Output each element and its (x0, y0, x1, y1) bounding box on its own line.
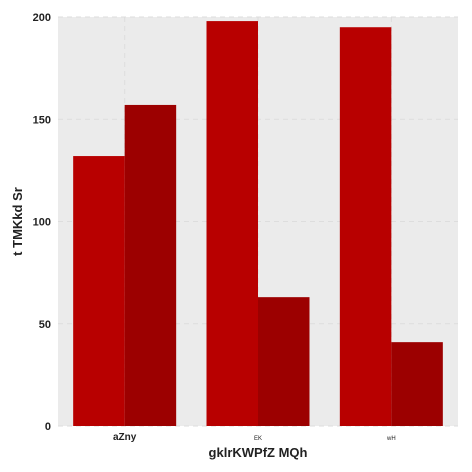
bar-wH-series-2 (391, 342, 443, 426)
y-tick-label: 200 (33, 12, 51, 24)
y-tick-label: 50 (39, 319, 51, 331)
bar-aZny-series-2 (124, 104, 177, 426)
y-axis-label: t TMKkd Sr (10, 187, 25, 256)
x-tick-label: aZny (113, 432, 137, 443)
x-tick-label: EK (254, 436, 262, 442)
bar-EK-series-2 (258, 297, 310, 426)
y-tick-label: 150 (33, 114, 51, 126)
bar-wH-series-1 (339, 27, 392, 426)
bar-EK-series-1 (206, 21, 258, 427)
x-axis-label: gklrKWPfZ MQh (209, 445, 308, 460)
x-axis-ticks: aZny EK wH (113, 432, 396, 443)
y-tick-label: 0 (45, 421, 51, 433)
bars (73, 21, 443, 427)
bar-aZny-series-1 (73, 156, 125, 426)
x-tick-label: wH (386, 436, 396, 442)
y-tick-label: 100 (33, 217, 51, 229)
y-axis-ticks: 0 50 100 150 200 (33, 12, 51, 433)
